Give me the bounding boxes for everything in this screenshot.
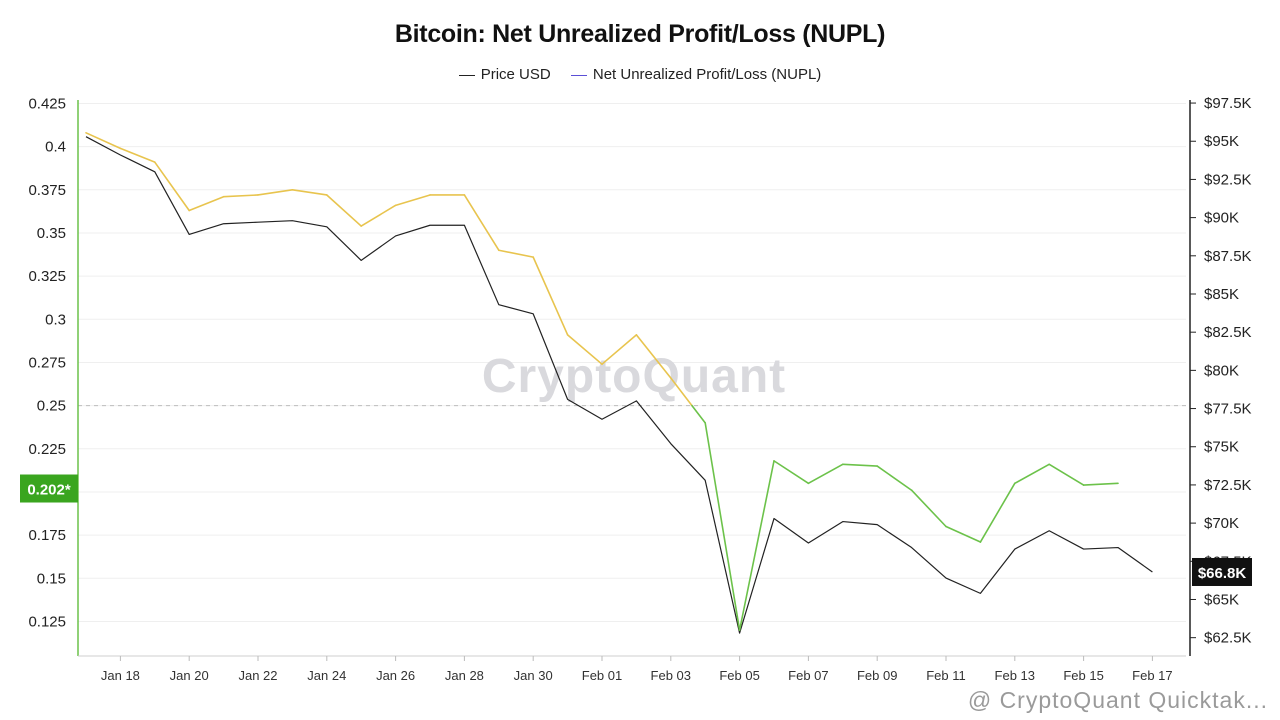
watermark-text: CryptoQuant bbox=[482, 350, 786, 403]
y-right-tick-label: $95K bbox=[1204, 133, 1239, 150]
x-tick-label: Jan 26 bbox=[376, 668, 415, 683]
y-left-tick-label: 0.3 bbox=[45, 311, 66, 328]
nupl-line-segment bbox=[876, 465, 913, 492]
y-right-tick-label: $70K bbox=[1204, 515, 1239, 532]
y-left-tick-label: 0.4 bbox=[45, 139, 66, 156]
y-right-tick-label: $82.5K bbox=[1204, 324, 1252, 341]
nupl-current-badge bbox=[20, 474, 78, 503]
legend-item-nupl[interactable]: Net Unrealized Profit/Loss (NUPL) bbox=[570, 66, 822, 83]
y-left-tick-label: 0.275 bbox=[28, 354, 66, 371]
price-current-label: $66.8K bbox=[1198, 565, 1247, 582]
legend-swatch-price bbox=[458, 75, 475, 76]
legend: Price USD Net Unrealized Profit/Loss (NU… bbox=[0, 62, 1280, 83]
legend-label-nupl: Net Unrealized Profit/Loss (NUPL) bbox=[592, 66, 822, 83]
nupl-line-segment bbox=[532, 256, 569, 336]
nupl-line-segment bbox=[979, 482, 1016, 543]
nupl-line-segment bbox=[291, 188, 328, 196]
x-tick-label: Jan 30 bbox=[514, 668, 553, 683]
x-tick-label: Feb 01 bbox=[582, 668, 622, 683]
y-left-tick-label: 0.225 bbox=[28, 441, 66, 458]
y-right-tick-label: $87.5K bbox=[1204, 248, 1252, 265]
nupl-line-segment bbox=[910, 489, 947, 528]
nupl-line-segment bbox=[463, 194, 500, 252]
nupl-line-segment bbox=[85, 132, 122, 150]
footer-watermark: @ CryptoQuant Quicktak... bbox=[967, 687, 1268, 713]
nupl-line-segment bbox=[119, 147, 156, 163]
x-tick-label: Feb 07 bbox=[788, 668, 828, 683]
nupl-line-segment bbox=[1048, 463, 1085, 486]
y-right-tick-label: $72.5K bbox=[1204, 477, 1252, 494]
nupl-line-segment bbox=[154, 161, 190, 212]
nupl-line-segment bbox=[807, 463, 844, 485]
y-left-tick-label: 0.35 bbox=[37, 225, 66, 242]
y-left-tick-label: 0.325 bbox=[28, 268, 66, 285]
nupl-line-segment bbox=[704, 422, 741, 631]
y-left-tick-label: 0.25 bbox=[37, 398, 66, 415]
y-right-tick-label: $97.5K bbox=[1204, 95, 1252, 112]
x-tick-label: Jan 28 bbox=[445, 668, 484, 683]
legend-label-price: Price USD bbox=[480, 66, 551, 83]
nupl-current-label: 0.202* bbox=[27, 482, 71, 499]
nupl-line-segment bbox=[738, 460, 775, 631]
x-tick-label: Feb 03 bbox=[651, 668, 691, 683]
y-right-tick-label: $65K bbox=[1204, 591, 1239, 608]
y-right-tick-label: $75K bbox=[1204, 439, 1239, 456]
x-tick-label: Jan 18 bbox=[101, 668, 140, 683]
x-tick-label: Feb 17 bbox=[1132, 668, 1172, 683]
nupl-line-segment bbox=[945, 525, 982, 543]
nupl-line-segment bbox=[360, 204, 397, 227]
nupl-line-segment bbox=[601, 334, 638, 365]
chart-title: Bitcoin: Net Unrealized Profit/Loss (NUP… bbox=[394, 20, 886, 48]
nupl-line-segment bbox=[635, 334, 672, 379]
y-right-tick-label: $92.5K bbox=[1204, 171, 1252, 188]
nupl-line-segment bbox=[841, 463, 879, 467]
x-tick-label: Jan 20 bbox=[170, 668, 209, 683]
y-right-tick-label: $85K bbox=[1204, 286, 1239, 303]
x-tick-label: Feb 13 bbox=[995, 668, 1035, 683]
x-tick-label: Jan 24 bbox=[307, 668, 346, 683]
y-left-tick-label: 0.175 bbox=[28, 527, 66, 544]
legend-item-price[interactable]: Price USD bbox=[458, 66, 551, 83]
nupl-line-segment bbox=[1013, 463, 1050, 485]
x-tick-label: Feb 05 bbox=[719, 668, 759, 683]
x-tick-label: Feb 11 bbox=[926, 668, 966, 683]
y-right-tick-label: $62.5K bbox=[1204, 630, 1252, 647]
nupl-line-segment bbox=[188, 195, 225, 212]
nupl-line-segment bbox=[669, 377, 693, 407]
nupl-line-segment bbox=[773, 460, 810, 485]
nupl-line-segment bbox=[1082, 482, 1119, 486]
price-current-badge bbox=[1192, 557, 1252, 586]
y-left-tick-label: 0.425 bbox=[28, 95, 66, 112]
y-left-tick-label: 0.125 bbox=[28, 613, 66, 630]
legend-swatch-nupl bbox=[570, 75, 587, 76]
y-left-tick-label: 0.375 bbox=[28, 182, 66, 199]
nupl-line-segment bbox=[497, 249, 535, 258]
y-right-tick-label: $80K bbox=[1204, 362, 1239, 379]
y-right-tick-label: $77.5K bbox=[1204, 401, 1252, 418]
nupl-line-segment bbox=[691, 404, 707, 424]
x-tick-label: Feb 09 bbox=[857, 668, 897, 683]
nupl-line-segment bbox=[222, 194, 259, 198]
price-line bbox=[85, 136, 1153, 634]
nupl-line-segment bbox=[325, 194, 363, 227]
nupl-line-segment bbox=[394, 194, 431, 207]
x-tick-label: Feb 15 bbox=[1063, 668, 1103, 683]
nupl-line-segment bbox=[566, 334, 603, 365]
nupl-line-segment bbox=[257, 188, 294, 196]
y-right-tick-label: $90K bbox=[1204, 210, 1239, 227]
x-tick-label: Jan 22 bbox=[238, 668, 277, 683]
y-left-tick-label: 0.15 bbox=[37, 570, 66, 587]
